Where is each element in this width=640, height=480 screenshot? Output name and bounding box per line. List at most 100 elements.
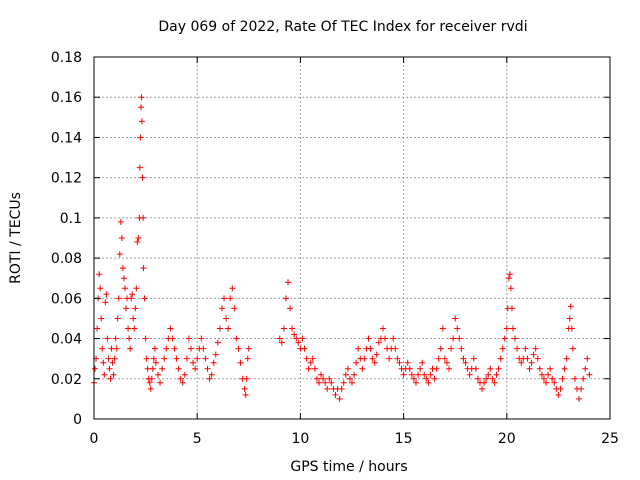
data-point (102, 299, 109, 306)
data-point (177, 375, 184, 382)
data-point (104, 335, 111, 342)
data-point (390, 335, 397, 342)
data-point (543, 379, 550, 386)
data-point (175, 365, 182, 372)
data-point (121, 285, 128, 292)
data-point (143, 355, 150, 362)
data-point (198, 335, 205, 342)
data-point (534, 355, 541, 362)
data-point (495, 365, 502, 372)
data-point (458, 345, 465, 352)
data-point (524, 355, 531, 362)
data-point (96, 271, 103, 278)
data-point (147, 385, 154, 392)
data-point (120, 275, 127, 282)
data-point (131, 325, 138, 332)
data-point (421, 371, 428, 378)
data-point (97, 285, 104, 292)
data-point (518, 359, 525, 366)
data-point (113, 345, 120, 352)
data-point (549, 375, 556, 382)
data-point (460, 355, 467, 362)
x-tick-label: 25 (601, 431, 619, 447)
data-point (462, 359, 469, 366)
data-point (315, 379, 322, 386)
data-point (410, 375, 417, 382)
data-point (538, 371, 545, 378)
y-tick-label: 0.16 (51, 90, 82, 106)
data-point (443, 359, 450, 366)
y-tick-label: 0.02 (51, 372, 82, 388)
data-point (386, 355, 393, 362)
data-point (371, 359, 378, 366)
x-axis-title: GPS time / hours (290, 459, 407, 475)
data-point (328, 379, 335, 386)
data-point (563, 355, 570, 362)
data-point (487, 365, 494, 372)
data-point (530, 351, 537, 358)
data-point (493, 371, 500, 378)
data-point (235, 345, 242, 352)
data-point (108, 345, 115, 352)
data-point (392, 345, 399, 352)
data-point (126, 335, 133, 342)
data-point (128, 295, 135, 302)
data-point (567, 303, 574, 310)
data-point (586, 371, 593, 378)
data-point (365, 335, 372, 342)
data-point (326, 375, 333, 382)
data-point (437, 345, 444, 352)
data-point (133, 285, 140, 292)
data-point (109, 359, 116, 366)
data-point (202, 355, 209, 362)
data-point (245, 345, 252, 352)
data-point (242, 391, 249, 398)
data-point (514, 345, 521, 352)
plot-frame (93, 56, 611, 420)
data-point (295, 339, 302, 346)
data-point (214, 339, 221, 346)
data-point (582, 365, 589, 372)
data-point (200, 345, 207, 352)
grid-lines (94, 57, 610, 419)
data-point (99, 345, 106, 352)
data-point (280, 325, 287, 332)
data-point (118, 235, 125, 241)
data-point (223, 315, 230, 322)
data-point (115, 295, 122, 302)
data-point (100, 359, 107, 366)
data-point (98, 315, 105, 322)
data-point (167, 325, 174, 332)
data-point (144, 365, 151, 372)
data-point (148, 375, 155, 382)
data-point (206, 375, 213, 382)
data-point (150, 355, 157, 362)
y-tick-label: 0.06 (51, 291, 82, 307)
data-point (446, 365, 453, 372)
data-point (229, 285, 236, 292)
data-point (137, 134, 144, 141)
data-point (125, 325, 132, 332)
data-point (181, 371, 188, 378)
data-point (289, 325, 296, 332)
data-point (336, 395, 343, 402)
data-point (540, 375, 547, 382)
data-point (303, 355, 310, 362)
data-point (415, 371, 422, 378)
data-point (241, 385, 248, 392)
data-point (569, 345, 576, 352)
data-point (140, 214, 147, 221)
data-point (179, 379, 186, 386)
data-point (313, 375, 320, 382)
data-point (208, 371, 215, 378)
data-point (353, 359, 360, 366)
data-point (105, 355, 112, 362)
data-point (221, 295, 228, 302)
data-point (522, 345, 529, 352)
data-point (346, 375, 353, 382)
data-point (483, 375, 490, 382)
data-point (287, 305, 294, 312)
y-tick-label: 0.08 (51, 251, 82, 267)
data-point (367, 345, 374, 352)
